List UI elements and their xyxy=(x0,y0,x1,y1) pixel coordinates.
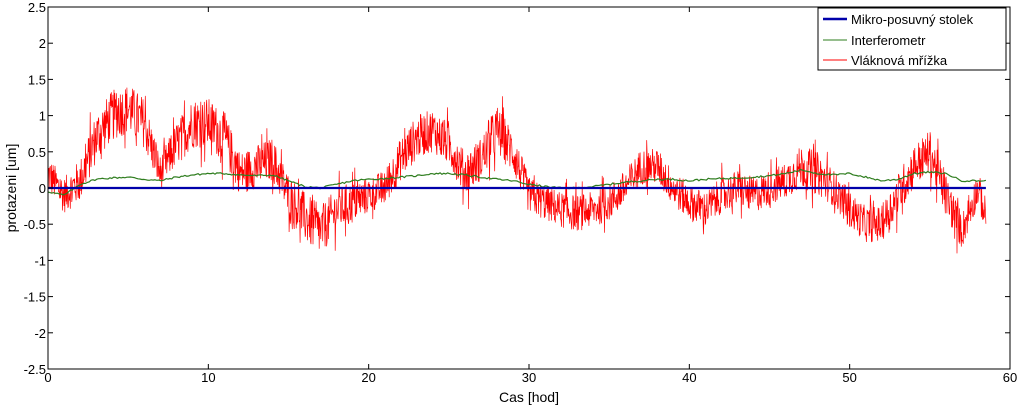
y-tick-label: 0.5 xyxy=(28,145,46,160)
legend-box xyxy=(817,7,1007,71)
x-tick-label: 40 xyxy=(682,370,696,385)
ticks-layer: 0 10 20 30 40 50 60 -2.5 -2 -1.5 -1 -0.5 0 0.5 1 1.5 2 2.… xyxy=(24,0,1018,385)
x-tick-label: 50 xyxy=(842,370,856,385)
y-tick-label: 0 xyxy=(39,181,46,196)
y-tick-label: -2 xyxy=(34,326,46,341)
y-tick-label: -1.5 xyxy=(24,290,46,305)
legend-label-1: Interferometr xyxy=(851,33,926,48)
x-tick-label: 30 xyxy=(522,370,536,385)
x-tick-label: 60 xyxy=(1003,370,1017,385)
y-tick-label: 2 xyxy=(39,36,46,51)
x-tick-label: 20 xyxy=(361,370,375,385)
y-tick-label: 1 xyxy=(39,109,46,124)
series-vlaknova-mrizka xyxy=(47,87,987,254)
x-tick-label: 0 xyxy=(44,370,51,385)
y-tick-label: -0.5 xyxy=(24,217,46,232)
y-tick-label: -1 xyxy=(34,253,46,268)
x-axis-label: Cas [hod] xyxy=(499,389,559,405)
y-axis-label: protazeni [um] xyxy=(3,144,19,233)
legend-label-0: Mikro-posuvný stolek xyxy=(851,12,974,27)
legend: Mikro-posuvný stolek Interferometr Vlákn… xyxy=(817,7,1007,71)
y-tick-label: -2.5 xyxy=(24,362,46,377)
series-interferometr xyxy=(47,168,987,196)
y-tick-label: 2.5 xyxy=(28,0,46,15)
y-tick-label: 1.5 xyxy=(28,72,46,87)
series-layer xyxy=(47,87,987,254)
legend-label-2: Vláknová mřížka xyxy=(851,53,948,68)
x-tick-label: 10 xyxy=(201,370,215,385)
